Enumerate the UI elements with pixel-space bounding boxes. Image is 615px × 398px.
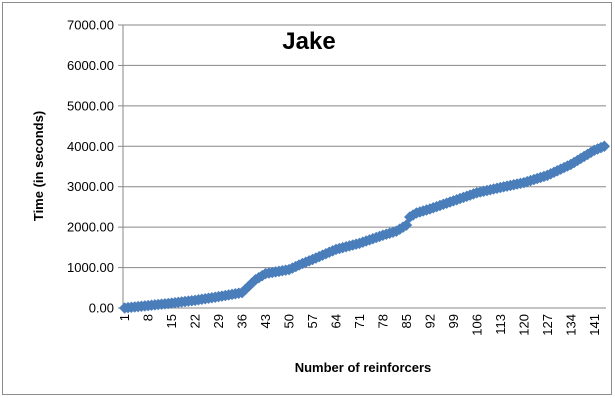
x-tick-label: 15	[164, 314, 179, 328]
y-tick-label: 1000.00	[67, 260, 114, 275]
x-tick-label: 134	[563, 314, 578, 336]
y-tick-label: 4000.00	[67, 139, 114, 154]
x-tick-label: 127	[540, 314, 555, 336]
chart-frame: 0.00 1000.00 2000.00 3000.00 4000.00 5000.00 6…	[2, 2, 612, 395]
x-tick-label: 99	[446, 314, 461, 328]
x-tick-label: 71	[352, 314, 367, 328]
x-tick-label: 141	[587, 314, 602, 336]
y-tick-label: 5000.00	[67, 98, 114, 113]
x-tick-label: 1	[117, 314, 132, 321]
y-axis-title: Time (in seconds)	[31, 111, 46, 221]
x-tick-label: 113	[493, 314, 508, 335]
data-point	[400, 219, 413, 231]
cumulative-time-chart: 0.00 1000.00 2000.00 3000.00 4000.00 5000.00 6…	[31, 18, 611, 375]
y-tick-label: 7000.00	[67, 18, 114, 33]
x-tick-label: 120	[516, 314, 531, 336]
x-tick-label: 78	[375, 314, 390, 328]
x-tick-label: 92	[422, 314, 437, 328]
y-tick-label: 6000.00	[67, 58, 114, 73]
y-tick-label: 3000.00	[67, 179, 114, 194]
x-tick-label: 29	[211, 314, 226, 328]
x-tick-label: 64	[328, 314, 343, 328]
data-point	[598, 140, 611, 153]
y-tick-label: 0.00	[89, 301, 114, 316]
x-tick-label: 22	[188, 314, 203, 328]
y-tick-label: 2000.00	[67, 220, 114, 235]
x-tick-label: 43	[258, 314, 273, 328]
x-tick-label: 106	[469, 314, 484, 336]
x-axis-title: Number of reinforcers	[295, 360, 432, 375]
x-tick-label: 8	[141, 314, 156, 321]
x-tick-label: 85	[399, 314, 414, 328]
chart-title: Jake	[282, 28, 335, 55]
x-tick-label: 36	[235, 314, 250, 328]
x-tick-label: 57	[305, 314, 320, 328]
x-tick-label: 50	[282, 314, 297, 328]
